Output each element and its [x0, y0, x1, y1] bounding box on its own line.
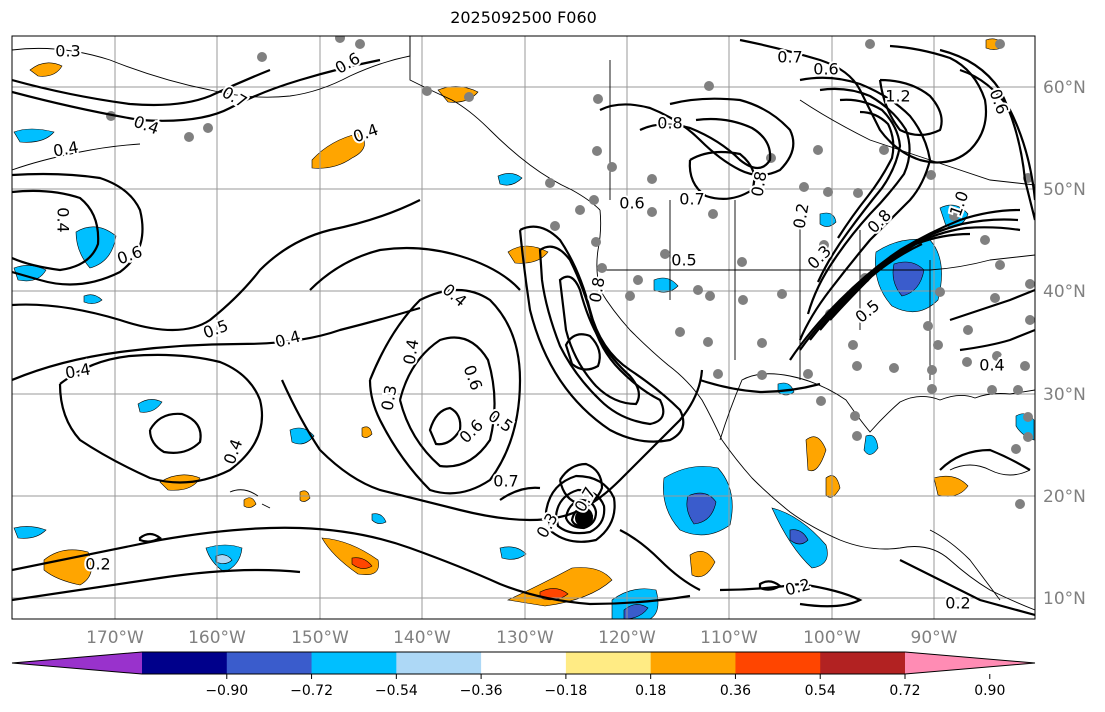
colorbar-tick-label: 0.18 — [635, 683, 666, 699]
map-panel — [12, 36, 1035, 619]
colorbar-extend-min — [12, 652, 142, 674]
contour-label: 0.5 — [671, 251, 696, 270]
contour-label: 0.4 — [979, 356, 1004, 375]
lat-label-40n: 40°N — [1043, 282, 1086, 302]
lon-label-170w: 170°W — [86, 628, 144, 648]
lon-label-130w: 130°W — [496, 628, 554, 648]
colorbar-segment — [650, 652, 736, 674]
lat-label-30n: 30°N — [1043, 385, 1086, 405]
colorbar-extend-max — [905, 652, 1035, 674]
colorbar-segment — [311, 652, 397, 674]
contour-label: 0.2 — [85, 555, 110, 574]
lon-label-100w: 100°W — [803, 628, 861, 648]
contour-label: 0.8 — [657, 114, 682, 133]
contour-label: 0.6 — [813, 60, 838, 79]
colorbar — [11, 651, 1036, 675]
lon-label-150w: 150°W — [291, 628, 349, 648]
colorbar-tick-label: 0.54 — [805, 683, 836, 699]
colorbar-segment — [142, 652, 228, 674]
colorbar-tick-label: −0.36 — [460, 683, 503, 699]
lat-label-50n: 50°N — [1043, 180, 1086, 200]
latitude-labels: 60°N 50°N 40°N 30°N 20°N 10°N — [1043, 78, 1086, 609]
colorbar-tick-label: 0.90 — [974, 683, 1005, 699]
station-dots — [106, 36, 1035, 509]
map-title: 2025092500 F060 — [450, 8, 597, 27]
contour-label: 0.7 — [679, 190, 704, 209]
colorbar-segment — [226, 652, 313, 674]
contour-label: 0.2 — [945, 594, 970, 613]
longitude-labels: 170°W 160°W 150°W 140°W 130°W 120°W 110°… — [86, 628, 958, 648]
contour-label: 0.4 — [54, 207, 73, 232]
contour-label: 0.6 — [619, 194, 644, 213]
colorbar-segment — [735, 652, 821, 674]
graticule — [12, 36, 1035, 619]
colorbar-segment — [481, 652, 567, 674]
map-frame — [11, 35, 1036, 620]
colorbar-tick-label: 0.36 — [720, 683, 751, 699]
lon-label-140w: 140°W — [393, 628, 451, 648]
lat-label-60n: 60°N — [1043, 78, 1086, 98]
colorbar-segment — [820, 652, 906, 674]
contour-label: 1.2 — [885, 87, 910, 106]
cyclone-center — [575, 509, 593, 527]
lon-label-120w: 120°W — [598, 628, 656, 648]
lat-label-10n: 10°N — [1043, 589, 1086, 609]
colorbar-tick-label: −0.90 — [205, 683, 248, 699]
lat-label-20n: 20°N — [1043, 487, 1086, 507]
colorbar-tick-label: −0.54 — [375, 683, 418, 699]
shaded-fields — [13, 38, 1035, 619]
colorbar-segment — [396, 652, 482, 674]
colorbar-tick-label: 0.72 — [889, 683, 920, 699]
contour-label: 0.3 — [55, 42, 80, 61]
colorbar-tick-label: −0.72 — [290, 683, 333, 699]
lon-label-90w: 90°W — [911, 628, 958, 648]
contour-lines — [12, 38, 1035, 617]
contour-label: 0.8 — [747, 170, 770, 198]
lon-label-160w: 160°W — [188, 628, 246, 648]
contour-label: 0.7 — [493, 472, 518, 491]
colorbar-tick-label: −0.18 — [544, 683, 587, 699]
coastlines — [12, 36, 1035, 611]
colorbar-tick-labels: −0.90 −0.72 −0.54 −0.36 −0.18 0.18 0.36 0.54 0.7… — [205, 674, 1005, 699]
contour-label: 0.7 — [777, 48, 802, 67]
colorbar-segment — [565, 652, 652, 674]
lon-label-110w: 110°W — [700, 628, 758, 648]
colorbar-outline — [11, 651, 1036, 675]
